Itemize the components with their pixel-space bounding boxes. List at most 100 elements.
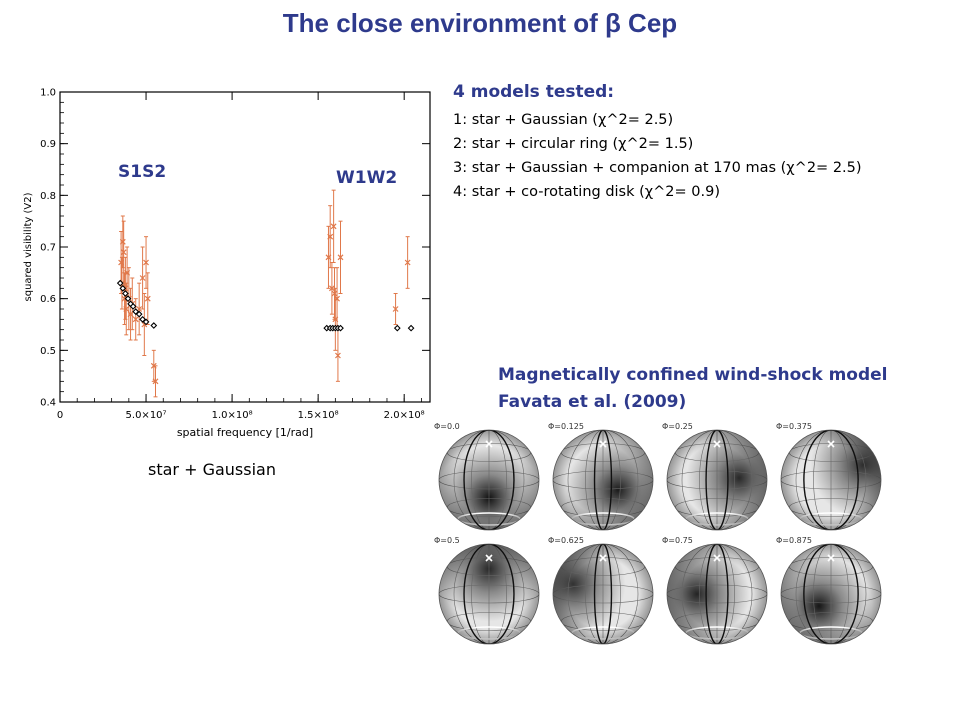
sphere-image	[552, 429, 654, 531]
models-heading: 4 models tested:	[453, 82, 615, 102]
phase-label: Φ=0.5	[434, 536, 460, 545]
model-point	[139, 315, 146, 323]
model-item-3: 3: star + Gaussian + companion at 170 ma…	[453, 160, 862, 176]
sphere-image	[438, 429, 540, 531]
observed-point	[404, 236, 411, 289]
model-item-4: 4: star + co-rotating disk (χ^2= 0.9)	[453, 184, 720, 200]
sphere-image	[780, 429, 882, 531]
visibility-plot: 0 5.0×10⁷ 1.0×10⁸ 1.5×10⁸ 2.0×10⁸ 0.4 0.5 0.6 0.…	[18, 78, 434, 440]
model-point	[116, 279, 124, 287]
phase-label: Φ=0.875	[776, 536, 812, 545]
sphere-panel: Φ=0.25	[660, 420, 774, 534]
sphere-panel: Φ=0.125	[546, 420, 660, 534]
pole-marker-icon	[827, 440, 835, 448]
models-list: 4 models tested: 1: star + Gaussian (χ^2…	[453, 82, 862, 204]
sphere-outline	[666, 429, 768, 531]
sphere-shading	[781, 544, 881, 644]
observed-point	[337, 220, 344, 294]
visibility-plot-svg: 0 5.0×10⁷ 1.0×10⁸ 1.5×10⁸ 2.0×10⁸ 0.4 0.5 0.6 0.…	[23, 88, 431, 439]
mcws-caption: Magnetically confined wind-shock model F…	[498, 362, 888, 416]
observed-point	[141, 293, 148, 356]
y-tick-label: 1.0	[40, 88, 56, 99]
sphere-panel: Φ=0.375	[774, 420, 888, 534]
model-point	[142, 318, 150, 326]
pole-marker-icon	[713, 440, 721, 448]
sphere-outline	[552, 429, 654, 531]
page-title: The close environment of β Cep	[282, 8, 678, 38]
observed-point	[330, 189, 337, 263]
sphere-outline	[780, 429, 882, 531]
sphere-outline	[780, 543, 882, 645]
phase-label: Φ=0.0	[434, 422, 460, 431]
model-point	[122, 290, 129, 297]
y-tick-label: 0.8	[40, 191, 56, 202]
plot-caption: star + Gaussian	[148, 460, 276, 479]
observed-point	[143, 236, 149, 289]
model-point	[132, 308, 140, 315]
x-tick-label: 1.0×10⁸	[212, 410, 253, 421]
x-tick-label: 1.5×10⁸	[298, 410, 339, 421]
sphere-outline	[438, 429, 540, 531]
sphere-image	[780, 543, 882, 645]
model-item-1: 1: star + Gaussian (χ^2= 2.5)	[453, 112, 674, 128]
sphere-panel: Φ=0.875	[774, 534, 888, 648]
sphere-panel: Φ=0.0	[432, 420, 546, 534]
sphere-shading	[667, 430, 767, 530]
phase-label: Φ=0.75	[662, 536, 693, 545]
sphere-panel: Φ=0.75	[660, 534, 774, 648]
observed-point	[121, 272, 128, 325]
observed-point	[392, 293, 399, 325]
phase-label: Φ=0.125	[548, 422, 584, 431]
model-point	[407, 324, 415, 332]
sphere-shading	[781, 430, 881, 530]
y-tick-label: 0.4	[40, 398, 56, 409]
x-tick-label: 2.0×10⁸	[384, 410, 425, 421]
model-point	[124, 295, 132, 303]
observed-point	[152, 365, 159, 398]
sphere-shading	[667, 544, 767, 644]
pole-marker-icon	[713, 554, 721, 562]
model-point	[393, 324, 401, 332]
model-item-2: 2: star + circular ring (χ^2= 1.5)	[453, 136, 694, 152]
pole-marker-icon	[485, 440, 493, 448]
observed-point	[328, 262, 335, 315]
sphere-shading	[439, 430, 539, 530]
w1w2-label: W1W2	[336, 168, 398, 188]
observed-point	[144, 272, 151, 325]
pole-marker-icon	[599, 554, 607, 562]
sphere-panel: Φ=0.625	[546, 534, 660, 648]
y-tick-label: 0.6	[40, 294, 56, 305]
model-point	[337, 324, 344, 332]
phase-label: Φ=0.375	[776, 422, 812, 431]
sphere-outline	[438, 543, 540, 645]
pole-marker-icon	[485, 554, 493, 562]
sphere-image	[552, 543, 654, 645]
mcws-title: Magnetically confined wind-shock model	[498, 365, 888, 385]
model-point	[119, 284, 127, 292]
x-tick-label: 0	[57, 410, 63, 421]
y-tick-label: 0.7	[40, 243, 56, 254]
x-axis-label: spatial frequency [1/rad]	[177, 426, 313, 439]
sphere-image	[666, 429, 768, 531]
observed-point	[132, 298, 139, 341]
sphere-shading	[553, 544, 653, 644]
sphere-panel: Φ=0.5	[432, 534, 546, 648]
pole-marker-icon	[827, 554, 835, 562]
phase-label: Φ=0.25	[662, 422, 693, 431]
mcws-reference: Favata et al. (2009)	[498, 392, 687, 412]
observed-point	[139, 246, 146, 310]
model-point	[129, 303, 137, 310]
model-point	[150, 322, 158, 329]
plot-frame	[59, 91, 431, 403]
sphere-shading	[439, 544, 539, 644]
y-tick-label: 0.9	[40, 139, 56, 150]
y-axis-label: squared visibility (V2)	[23, 192, 34, 301]
phase-label: Φ=0.625	[548, 536, 584, 545]
y-tick-label: 0.5	[40, 346, 56, 357]
sphere-image	[438, 543, 540, 645]
pole-marker-icon	[599, 440, 607, 448]
sphere-grid: Φ=0.0 Φ=0.125 Φ=0.25 Φ=0.375 Φ=0.5 Φ=0.625 Φ=0…	[432, 420, 888, 648]
sphere-image	[666, 543, 768, 645]
model-point	[135, 310, 143, 318]
observed-point	[325, 225, 332, 289]
